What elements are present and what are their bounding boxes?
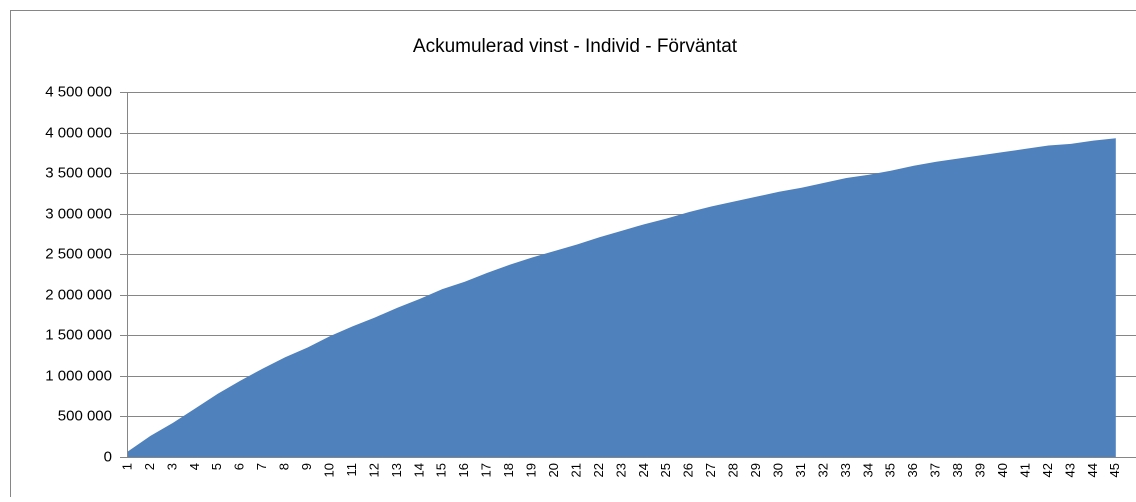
x-tick-label: 10 [321,463,336,477]
y-tick-label: 2 000 000 [45,286,112,303]
x-tick-label: 38 [950,463,965,477]
x-tick-label: 40 [995,463,1010,477]
x-tick-label: 2 [142,463,157,470]
y-tick-label: 1 500 000 [45,326,112,343]
x-tick-label: 35 [883,463,898,477]
y-tick-label: 3 500 000 [45,164,112,181]
x-tick-label: 41 [1017,463,1032,477]
x-tick-label: 6 [232,463,247,470]
x-tick-label: 44 [1085,463,1100,477]
y-tick-label: 4 000 000 [45,124,112,141]
x-tick-label: 4 [187,463,202,470]
x-tick-label: 42 [1040,463,1055,477]
x-tick-label: 26 [681,463,696,477]
x-tick-label: 7 [254,463,269,470]
x-tick-label: 1 [119,463,134,470]
y-tick-label: 2 500 000 [45,245,112,262]
x-tick-label: 15 [434,463,449,477]
x-tick-label: 45 [1107,463,1122,477]
x-tick-label: 18 [501,463,516,477]
x-tick-label: 20 [546,463,561,477]
x-tick-label: 39 [973,463,988,477]
x-tick-label: 14 [411,463,426,477]
x-tick-label: 8 [277,463,292,470]
y-tick-label: 0 [104,448,112,465]
x-tick-label: 30 [770,463,785,477]
x-tick-label: 24 [636,463,651,477]
x-tick-label: 12 [366,463,381,477]
x-tick-label: 21 [568,463,583,477]
x-tick-label: 19 [524,463,539,477]
y-tick-label: 1 000 000 [45,367,112,384]
x-tick-label: 5 [209,463,224,470]
x-tick-label: 28 [726,463,741,477]
x-tick-label: 25 [658,463,673,477]
x-tick-label: 9 [299,463,314,470]
x-tick-label: 27 [703,463,718,477]
x-tick-label: 29 [748,463,763,477]
x-tick-label: 17 [479,463,494,477]
x-tick-label: 32 [815,463,830,477]
y-tick-label: 4 500 000 [45,83,112,100]
x-tick-label: 3 [164,463,179,470]
x-tick-label: 43 [1062,463,1077,477]
y-tick-label: 3 000 000 [45,205,112,222]
x-tick-label: 33 [838,463,853,477]
x-tick-label: 11 [344,463,359,477]
x-tick-label: 13 [389,463,404,477]
x-tick-label: 22 [591,463,606,477]
y-tick-label: 500 000 [58,407,112,424]
x-tick-label: 37 [928,463,943,477]
x-tick-label: 23 [613,463,628,477]
x-tick-label: 16 [456,463,471,477]
area [128,138,1116,457]
chart-title: Ackumulerad vinst - Individ - Förväntat [413,36,738,57]
x-tick-label: 34 [860,463,875,477]
x-tick-label: 31 [793,463,808,477]
x-tick-label: 36 [905,463,920,477]
